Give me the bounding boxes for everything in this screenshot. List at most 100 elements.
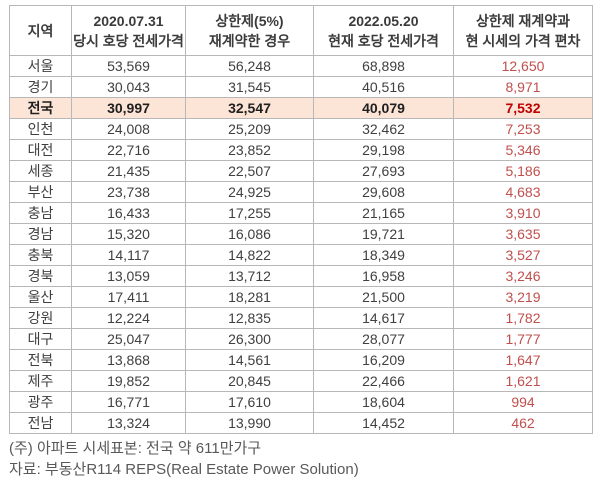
price-gap-cell: 12,650 [453, 55, 593, 77]
price-2020-cell: 21,435 [71, 160, 186, 182]
price-2022-cell: 21,500 [313, 286, 454, 308]
price-gap-cell: 3,910 [453, 202, 593, 224]
header-price-2022-line2: 현재 호당 전세가격 [328, 32, 439, 49]
region-cell: 부산 [9, 181, 72, 203]
table-row: 경기 30,043 31,545 40,516 8,971 [9, 76, 593, 98]
price-gap-cell: 994 [453, 391, 593, 413]
price-2020-cell: 30,043 [71, 76, 186, 98]
price-2022-cell: 19,721 [313, 223, 454, 245]
region-cell: 충남 [9, 202, 72, 224]
price-2022-cell: 27,693 [313, 160, 454, 182]
price-2020-cell: 13,059 [71, 265, 186, 287]
price-2020-cell: 19,852 [71, 370, 186, 392]
region-cell: 전북 [9, 349, 72, 371]
price-2020-cell: 13,868 [71, 349, 186, 371]
price-2022-cell: 18,349 [313, 244, 454, 266]
table-row: 충남 16,433 17,255 21,165 3,910 [9, 202, 593, 224]
price-2020-cell: 16,771 [71, 391, 186, 413]
region-cell: 경북 [9, 265, 72, 287]
region-cell: 경기 [9, 76, 72, 98]
region-cell: 세종 [9, 160, 72, 182]
price-gap-cell: 3,246 [453, 265, 593, 287]
region-cell: 광주 [9, 391, 72, 413]
table-row: 충북 14,117 14,822 18,349 3,527 [9, 244, 593, 266]
capped-renewal-cell: 56,248 [185, 55, 314, 77]
header-price-2020: 2020.07.31 당시 호당 전세가격 [71, 5, 186, 56]
table-row: 세종 21,435 22,507 27,693 5,186 [9, 160, 593, 182]
capped-renewal-cell: 25,209 [185, 118, 314, 140]
price-gap-cell: 7,532 [453, 97, 593, 119]
price-2022-cell: 18,604 [313, 391, 454, 413]
table-row: 강원 12,224 12,835 14,617 1,782 [9, 307, 593, 329]
price-2022-cell: 14,617 [313, 307, 454, 329]
price-gap-cell: 462 [453, 412, 593, 434]
price-gap-cell: 3,635 [453, 223, 593, 245]
table-row: 광주 16,771 17,610 18,604 994 [9, 391, 593, 413]
price-gap-cell: 1,647 [453, 349, 593, 371]
table-row: 대구 25,047 26,300 28,077 1,777 [9, 328, 593, 350]
price-2022-cell: 28,077 [313, 328, 454, 350]
sample-note: (주) 아파트 시세표본: 전국 약 611만가구 [9, 440, 262, 457]
capped-renewal-cell: 18,281 [185, 286, 314, 308]
price-2022-cell: 22,466 [313, 370, 454, 392]
capped-renewal-cell: 13,712 [185, 265, 314, 287]
price-2022-cell: 16,209 [313, 349, 454, 371]
capped-renewal-cell: 32,547 [185, 97, 314, 119]
price-gap-cell: 5,346 [453, 139, 593, 161]
capped-renewal-cell: 23,852 [185, 139, 314, 161]
price-2022-cell: 40,079 [313, 97, 454, 119]
header-capped-renewal-line2: 재계약한 경우 [208, 32, 291, 49]
table-row: 울산 17,411 18,281 21,500 3,219 [9, 286, 593, 308]
table-row: 경북 13,059 13,712 16,958 3,246 [9, 265, 593, 287]
price-gap-cell: 1,621 [453, 370, 593, 392]
price-gap-cell: 7,253 [453, 118, 593, 140]
capped-renewal-cell: 14,561 [185, 349, 314, 371]
header-price-gap-line1: 상한제 재계약과 [475, 12, 571, 29]
region-cell: 대구 [9, 328, 72, 350]
header-price-gap: 상한제 재계약과 현 시세의 가격 편차 [453, 5, 593, 56]
region-cell: 전국 [9, 97, 72, 119]
price-2020-cell: 15,320 [71, 223, 186, 245]
region-cell: 전남 [9, 412, 72, 434]
capped-renewal-cell: 31,545 [185, 76, 314, 98]
header-price-2020-line2: 당시 호당 전세가격 [73, 32, 184, 49]
header-region: 지역 [9, 5, 72, 56]
table-row: 인천 24,008 25,209 32,462 7,253 [9, 118, 593, 140]
region-cell: 대전 [9, 139, 72, 161]
price-2020-cell: 24,008 [71, 118, 186, 140]
table-row: 제주 19,852 20,845 22,466 1,621 [9, 370, 593, 392]
price-2020-cell: 16,433 [71, 202, 186, 224]
price-2022-cell: 32,462 [313, 118, 454, 140]
price-2020-cell: 23,738 [71, 181, 186, 203]
capped-renewal-cell: 22,507 [185, 160, 314, 182]
capped-renewal-cell: 16,086 [185, 223, 314, 245]
capped-renewal-cell: 24,925 [185, 181, 314, 203]
price-2020-cell: 13,324 [71, 412, 186, 434]
table-row: 대전 22,716 23,852 29,198 5,346 [9, 139, 593, 161]
capped-renewal-cell: 17,255 [185, 202, 314, 224]
table-row: 전북 13,868 14,561 16,209 1,647 [9, 349, 593, 371]
header-price-2022: 2022.05.20 현재 호당 전세가격 [313, 5, 454, 56]
price-2022-cell: 29,198 [313, 139, 454, 161]
table-row: 전국 30,997 32,547 40,079 7,532 [9, 97, 593, 119]
price-gap-cell: 4,683 [453, 181, 593, 203]
table-header: 지역 2020.07.31 당시 호당 전세가격 상한제(5%) 재계약한 경우… [9, 5, 593, 56]
table-row: 경남 15,320 16,086 19,721 3,635 [9, 223, 593, 245]
price-gap-cell: 1,782 [453, 307, 593, 329]
price-2020-cell: 25,047 [71, 328, 186, 350]
region-cell: 제주 [9, 370, 72, 392]
header-region-label: 지역 [27, 22, 54, 39]
price-2022-cell: 40,516 [313, 76, 454, 98]
capped-renewal-cell: 12,835 [185, 307, 314, 329]
table-body: 서울 53,569 56,248 68,898 12,650 경기 30,043… [9, 55, 593, 434]
price-2020-cell: 22,716 [71, 139, 186, 161]
table-row: 부산 23,738 24,925 29,608 4,683 [9, 181, 593, 203]
price-gap-cell: 5,186 [453, 160, 593, 182]
price-2020-cell: 12,224 [71, 307, 186, 329]
jeonse-price-table: 지역 2020.07.31 당시 호당 전세가격 상한제(5%) 재계약한 경우… [9, 5, 593, 434]
capped-renewal-cell: 14,822 [185, 244, 314, 266]
table-row: 전남 13,324 13,990 14,452 462 [9, 412, 593, 434]
price-2022-cell: 14,452 [313, 412, 454, 434]
capped-renewal-cell: 20,845 [185, 370, 314, 392]
